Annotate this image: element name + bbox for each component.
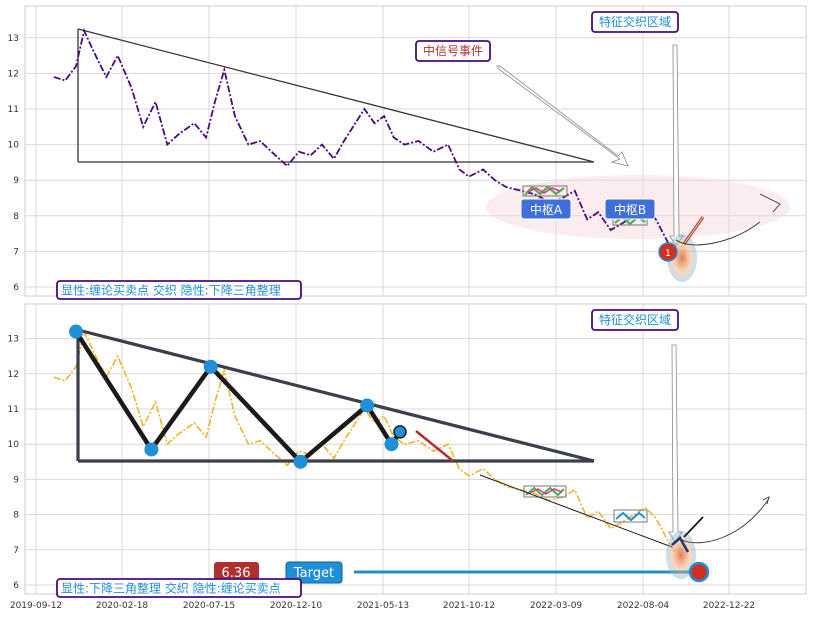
- projection-hook: [759, 193, 781, 213]
- bottom-footer-label: 显性:下降三角整理 交织 隐性:缠论买卖点: [61, 581, 281, 596]
- bottom-triangle-upper-line: [77, 328, 595, 463]
- zhongshu-a-zigzag-2: [527, 187, 561, 194]
- top-price-line: [53, 27, 677, 256]
- bottom-price-line: [53, 329, 677, 554]
- y-tick-label: 8: [13, 511, 19, 521]
- bottom-trend-line: [479, 474, 673, 548]
- top-panel: 6 7 8 9 10 11 12 13 1 中信号事件 特征交织区域 中枢A: [8, 5, 807, 300]
- y-tick-label: 12: [8, 370, 19, 380]
- breakdown-stroke: [415, 430, 454, 462]
- zhongshu-a-box: [522, 185, 568, 197]
- zigzag-point: [393, 425, 407, 439]
- bottom-x-ticks: 2019-09-12 2020-02-18 2020-07-15 2020-12-10…: [10, 601, 755, 611]
- x-tick-label: 2020-07-15: [183, 601, 235, 611]
- zhongshu-b-label-box: [604, 198, 656, 220]
- y-tick-label: 13: [8, 34, 19, 44]
- buy-point-label: 1: [665, 249, 671, 259]
- x-tick-label: 2019-09-12: [10, 601, 62, 611]
- x-tick-label: 2022-08-04: [617, 601, 670, 611]
- zigzag-point: [203, 359, 218, 374]
- top-footer-label: 显性:缠论买卖点 交织 隐性:下降三角整理: [61, 283, 281, 298]
- y-tick-label: 9: [13, 475, 19, 485]
- y-tick-label: 7: [13, 247, 19, 257]
- feature-region-box-top: [591, 11, 679, 33]
- zhongshu-a-label: 中枢A: [530, 202, 563, 217]
- y-tick-label: 10: [8, 141, 20, 151]
- buy-point-marker: [658, 242, 678, 262]
- x-tick-label: 2021-05-13: [357, 601, 409, 611]
- feature-region-label-bottom: 特征交织区域: [599, 312, 671, 327]
- zhongshu-a-zigzag: [524, 185, 565, 196]
- x-tick-label: 2022-12-22: [703, 601, 755, 611]
- x-tick-label: 2020-02-18: [96, 601, 149, 611]
- y-tick-label: 13: [8, 335, 19, 345]
- bottom-y-ticks: 6 7 8 9 10 11 12 13: [8, 335, 20, 591]
- signal-event-box: [415, 40, 491, 62]
- zigzag-point: [69, 324, 84, 339]
- y-tick-label: 9: [13, 176, 19, 186]
- zigzag-point: [384, 437, 399, 452]
- bottom-zhongshu-b-zigzag: [615, 511, 646, 522]
- zigzag-points: [69, 324, 407, 469]
- bottom-zhongshu-a-zigzag-2: [529, 488, 563, 495]
- bottom-projection-curve: [681, 499, 769, 544]
- bottom-projection-arrowhead: [762, 496, 770, 505]
- signal-event-label: 中信号事件: [423, 43, 483, 58]
- x-tick-label: 2021-10-12: [443, 601, 495, 611]
- y-tick-label: 7: [13, 546, 19, 556]
- bottom-footer-box: [56, 578, 302, 598]
- y-tick-label: 8: [13, 212, 19, 222]
- target-value-label: 6.36: [222, 566, 251, 581]
- target-value-box: [214, 562, 259, 583]
- triangle-upper-line: [77, 28, 595, 163]
- bottom-reversal-stroke: [671, 536, 690, 553]
- bottom-rebound-stroke: [683, 516, 704, 538]
- x-tick-label: 2020-12-10: [270, 601, 323, 611]
- target-label: Target: [293, 566, 334, 581]
- target-label-box: [285, 561, 343, 584]
- zigzag-point: [293, 454, 308, 469]
- zigzag-point: [360, 398, 375, 413]
- y-tick-label: 11: [8, 405, 19, 415]
- y-tick-label: 11: [8, 105, 19, 115]
- y-tick-label: 12: [8, 69, 19, 79]
- zigzag-point: [144, 442, 159, 457]
- zhongshu-a-label-box: [520, 198, 572, 220]
- top-footer-box: [56, 280, 302, 300]
- zhongshu-b-label: 中枢B: [614, 202, 646, 217]
- top-y-ticks: 6 7 8 9 10 11 12 13: [8, 34, 20, 293]
- signal-arrow: [496, 65, 629, 167]
- projection-curve: [675, 221, 761, 246]
- target-marker: [688, 561, 710, 583]
- feature-region-label-top: 特征交织区域: [599, 14, 671, 29]
- bottom-zhongshu-b-box: [613, 509, 648, 523]
- bottom-zhongshu-a-zigzag: [525, 486, 565, 497]
- bottom-panel: 6 7 8 9 10 11 12 13 2019-09-12 2020-02-18 2020-07…: [8, 303, 807, 611]
- rebound-stroke-inner: [683, 216, 704, 245]
- y-tick-label: 6: [13, 283, 19, 293]
- x-tick-label: 2022-03-09: [530, 601, 583, 611]
- y-tick-label: 10: [8, 440, 20, 450]
- feature-region-box-bottom: [591, 309, 679, 331]
- y-tick-label: 6: [13, 581, 19, 591]
